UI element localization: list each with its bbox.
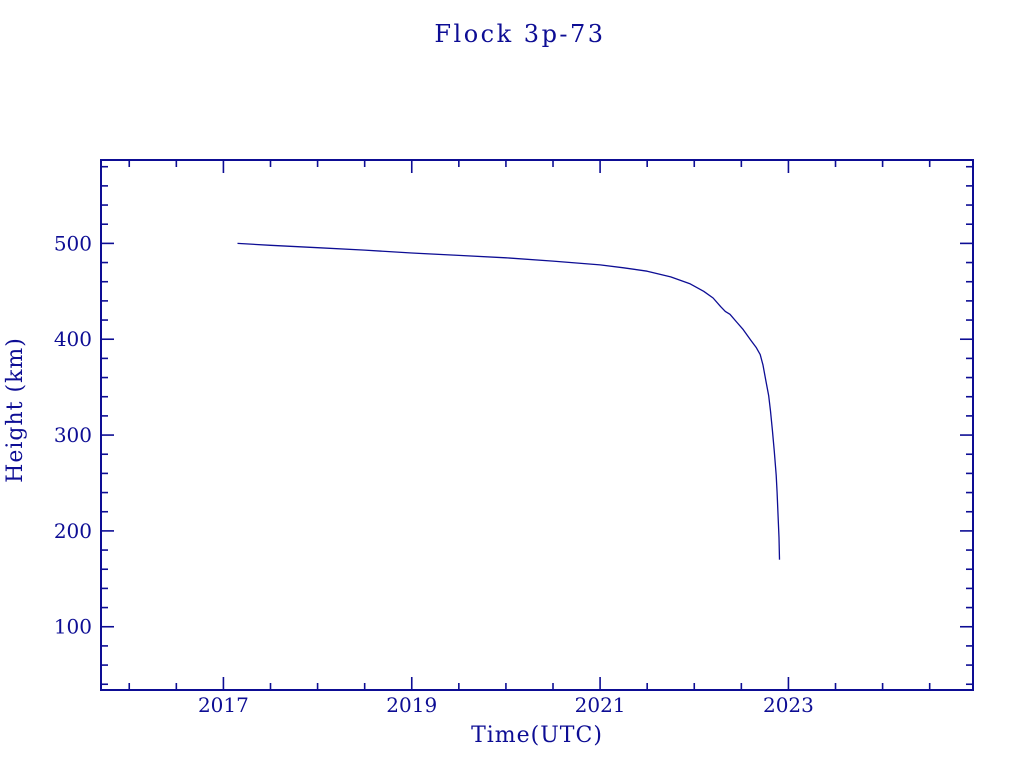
y-tick-label: 200 [54, 519, 92, 543]
x-tick-label: 2021 [575, 693, 626, 717]
y-tick-label: 400 [54, 327, 92, 351]
x-tick-label: 2017 [198, 693, 249, 717]
y-tick-label: 500 [54, 231, 92, 255]
x-tick-labels: 2017 2019 2021 2023 [198, 693, 814, 717]
x-tick-label: 2019 [386, 693, 437, 717]
y-tick-labels: 100 200 300 400 500 [54, 231, 92, 638]
plot-frame [100, 159, 974, 691]
y-tick-label: 100 [54, 615, 92, 639]
axis-box [100, 159, 974, 691]
y-tick-label: 300 [54, 423, 92, 447]
x-axis-label: Time(UTC) [471, 723, 603, 748]
height-curve-line [237, 242, 781, 560]
height-curve [237, 242, 781, 560]
axis-ticks [101, 160, 973, 690]
chart-title: Flock 3p-73 [434, 20, 605, 48]
y-axis-label: Height (km) [3, 337, 28, 483]
x-tick-label: 2023 [763, 693, 814, 717]
